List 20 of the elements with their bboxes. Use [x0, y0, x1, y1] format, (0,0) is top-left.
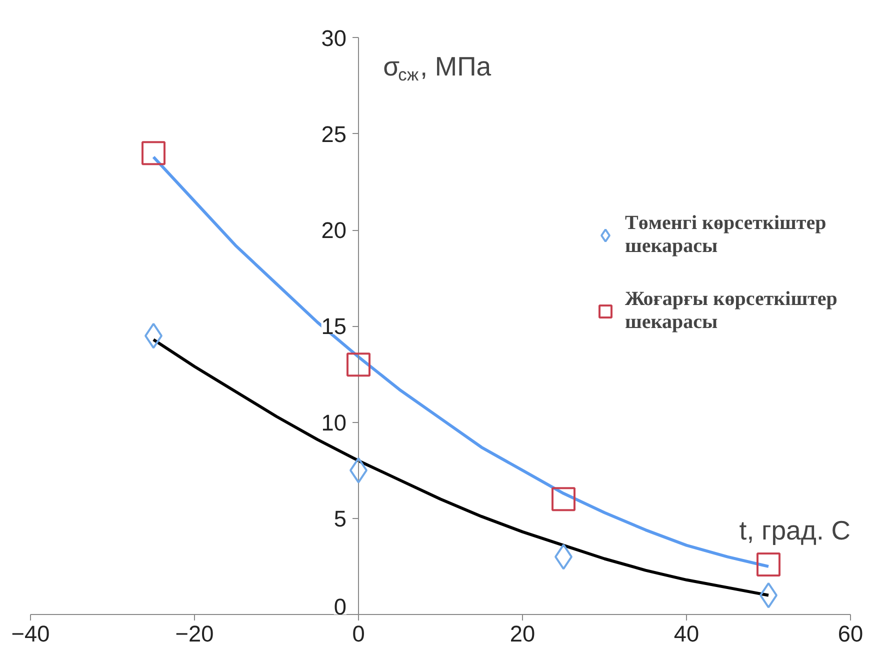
- x-tick-label: 40: [674, 620, 700, 646]
- y-tick-label: 15: [321, 313, 346, 340]
- point: [346, 352, 370, 377]
- x-tick-label: 20: [510, 620, 536, 646]
- y-tick-label: 0: [334, 594, 347, 620]
- y-tick-label: 25: [321, 120, 346, 147]
- legend-label: Төменгі көрсеткіштер шекарасы: [625, 212, 826, 258]
- x-tick-label: 0: [352, 620, 365, 646]
- y-tick-label: 5: [334, 505, 347, 532]
- y-tick-label: 20: [321, 217, 346, 244]
- x-tick-label: −40: [11, 620, 50, 646]
- x-tick-label: 60: [838, 620, 864, 646]
- y-tick-label: 10: [321, 409, 346, 436]
- legend-label: Жоғарғы көрсеткіштер шекарасы: [625, 288, 838, 334]
- x-axis-title: t, град. С: [739, 515, 851, 546]
- point: [142, 141, 166, 166]
- y-tick-label: 30: [321, 24, 346, 51]
- point: [552, 487, 576, 512]
- point: [756, 552, 780, 577]
- x-tick-label: −20: [175, 620, 214, 646]
